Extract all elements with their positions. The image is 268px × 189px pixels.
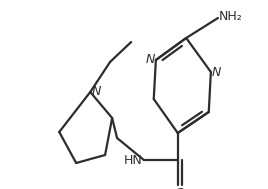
Text: NH₂: NH₂ xyxy=(219,10,243,23)
Text: HN: HN xyxy=(124,153,143,167)
Text: N: N xyxy=(212,66,221,78)
Text: N: N xyxy=(146,53,155,66)
Text: N: N xyxy=(91,85,100,98)
Text: O: O xyxy=(175,187,185,189)
